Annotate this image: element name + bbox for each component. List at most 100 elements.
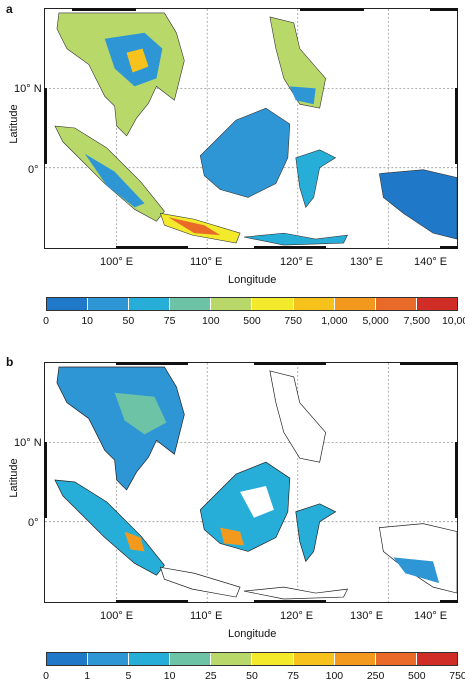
- panel-b-y-axis-label: Latitude: [8, 458, 20, 498]
- panel-b-borneo: [199, 461, 291, 552]
- panel-a-new-guinea: [379, 169, 457, 240]
- panel-b-colorbar: [46, 652, 458, 666]
- panel-a-colorbar-tick-label: 10: [81, 315, 94, 327]
- panel-a-mainland-hot: [126, 48, 149, 73]
- panel-a-colorbar-tick-label: 100: [202, 315, 220, 327]
- panel-b-sumatra-hot: [124, 531, 145, 552]
- panel-b-colorbar-tick-label: 50: [246, 670, 258, 682]
- panel-b-colorbar-swatch-3: [170, 653, 212, 665]
- panel-b-frame-mark-left: [44, 442, 47, 518]
- panel-b-landmasses: [54, 366, 457, 600]
- panel-a-borneo: [199, 107, 291, 198]
- panel-b-colorbar-swatch-1: [88, 653, 130, 665]
- panel-b-colorbar-tick-label: 100: [325, 670, 344, 682]
- panel-a-lon-tick-100e: 100° E: [100, 256, 134, 268]
- panel-b-colorbar-tick-label: 25: [204, 670, 217, 682]
- panel-a-colorbar-swatch-6: [293, 298, 335, 310]
- panel-b-colorbar-tick-label: 500: [408, 670, 426, 682]
- panel-b-colorbar-tick-label: 750: [449, 670, 465, 682]
- panel-b-java: [159, 566, 241, 598]
- panel-b-colorbar-tick-label: 75: [287, 670, 300, 682]
- panel-a-lon-tick-140e: 140° E: [414, 256, 448, 268]
- panel-b-colorbar-tick-label: 1: [84, 670, 91, 682]
- panel-a-colorbar-tick-label: 50: [122, 315, 135, 327]
- panel-a-lat-tick-0: 0°: [28, 164, 39, 176]
- panel-a-colorbar-swatch-0: [47, 298, 89, 310]
- panel-a-colorbar-swatch-8: [375, 298, 417, 310]
- panel-a-map-svg: [45, 9, 457, 248]
- panel-b-colorbar-swatch-0: [47, 653, 89, 665]
- panel-b-lat-tick-10n: 10° N: [14, 437, 42, 449]
- panel-b-mainland: [56, 366, 185, 491]
- panel-b-frame-mark-bottom-mid: [254, 600, 326, 603]
- panel-b-lon-tick-130e: 130° E: [350, 610, 384, 622]
- panel-a-lat-tick-10n: 10° N: [14, 83, 42, 95]
- panel-b-map: [44, 362, 458, 603]
- panel-a-colorbar-tick-label: 75: [163, 315, 176, 327]
- panel-b-letter: b: [6, 355, 14, 369]
- panel-b-colorbar-swatch-9: [416, 653, 457, 665]
- panel-b-colorbar-tick-label: 10: [163, 670, 176, 682]
- panel-b-small-islands: [243, 586, 349, 600]
- panel-a-colorbar-tick-label: 0: [43, 315, 49, 327]
- panel-a-philippines: [269, 16, 326, 109]
- panel-a-colorbar: [46, 297, 458, 311]
- panel-a-sumatra-blue: [84, 153, 145, 208]
- panel-a-philippines-blue: [289, 86, 316, 105]
- panel-b-new-guinea-blue: [393, 557, 440, 584]
- panel-a-frame-mark-bottom-mid: [254, 246, 326, 249]
- panel-b-colorbar-swatch-7: [334, 653, 376, 665]
- panel-b-frame-mark-top-left: [116, 362, 188, 365]
- panel-a-lon-tick-110e: 110° E: [190, 256, 223, 268]
- panel-a-colorbar-tick-label: 500: [243, 315, 261, 327]
- panel-b-lon-tick-140e: 140° E: [414, 610, 448, 622]
- panel-b-colorbar-swatch-2: [129, 653, 171, 665]
- panel-b-mainland-green: [114, 392, 167, 435]
- panel-a-colorbar-swatch-5: [252, 298, 294, 310]
- panel-a-small-islands: [243, 232, 349, 246]
- panel-a-colorbar-ticks: 0 10 50 75 100 500 750 1,000 5,000 7,500 10,000: [32, 315, 465, 329]
- panel-b-colorbar-ticks: 0 1 5 10 25 50 75 100 250 500 750: [32, 670, 465, 684]
- panel-b-lon-tick-110e: 110° E: [190, 610, 223, 622]
- panel-b-x-axis-label: Longitude: [228, 628, 277, 640]
- panel-b-lon-tick-100e: 100° E: [100, 610, 134, 622]
- panel-a-colorbar-tick-label: 750: [284, 315, 302, 327]
- panel-b-map-svg: [45, 363, 457, 602]
- panel-a-colorbar-swatch-1: [88, 298, 130, 310]
- panel-a-y-axis-label: Latitude: [8, 104, 20, 144]
- panel-b-colorbar-tick-label: 5: [125, 670, 132, 682]
- panel-a-frame-mark-top-right: [300, 8, 364, 11]
- panel-b-sulawesi: [295, 503, 337, 563]
- panel-a-frame-mark-left: [44, 88, 47, 164]
- panel-a-frame-mark-top-left: [72, 8, 136, 11]
- panel-a-colorbar-swatch-3: [170, 298, 212, 310]
- panel-a-mainland: [56, 12, 185, 137]
- panel-b-frame-mark-top-right: [254, 362, 326, 365]
- panel-b-borneo-hot: [220, 527, 245, 546]
- panel-b-colorbar-swatch-4: [211, 653, 253, 665]
- panel-a-frame-mark-top-right-2: [430, 8, 458, 11]
- panel-b-frame-mark-bottom-left: [116, 600, 188, 603]
- panel-b-frame-mark-right: [455, 442, 458, 518]
- panel-a-colorbar-swatch-7: [334, 298, 376, 310]
- panel-b-new-guinea: [378, 523, 457, 594]
- panel-a-colorbar-tick-label: 7,500: [403, 315, 430, 327]
- panel-b-philippines: [269, 370, 327, 463]
- panel-b-borneo-white: [240, 485, 274, 518]
- panel-a-java-hot: [168, 217, 221, 236]
- panel-b-lat-tick-0: 0°: [28, 517, 39, 529]
- panel-a-x-axis-label: Longitude: [228, 274, 277, 286]
- panel-a-frame-mark-right: [455, 88, 458, 164]
- panel-b-colorbar-swatch-8: [375, 653, 417, 665]
- panel-b-colorbar-tick-label: 0: [43, 670, 49, 682]
- panel-a-colorbar-tick-label: 1,000: [321, 315, 348, 327]
- panel-a-frame-mark-bottom-right: [440, 246, 458, 249]
- panel-a-colorbar-tick-label: 10,000: [441, 315, 465, 327]
- panel-a-map: [44, 8, 458, 249]
- panel-a-colorbar-swatch-9: [416, 298, 457, 310]
- panel-b-lon-tick-120e: 120° E: [280, 610, 314, 622]
- panel-a-colorbar-tick-label: 5,000: [362, 315, 389, 327]
- panel-a-lon-tick-120e: 120° E: [280, 256, 314, 268]
- panel-a-colorbar-swatch-2: [129, 298, 171, 310]
- panel-a-frame-mark-bottom-left: [116, 246, 188, 249]
